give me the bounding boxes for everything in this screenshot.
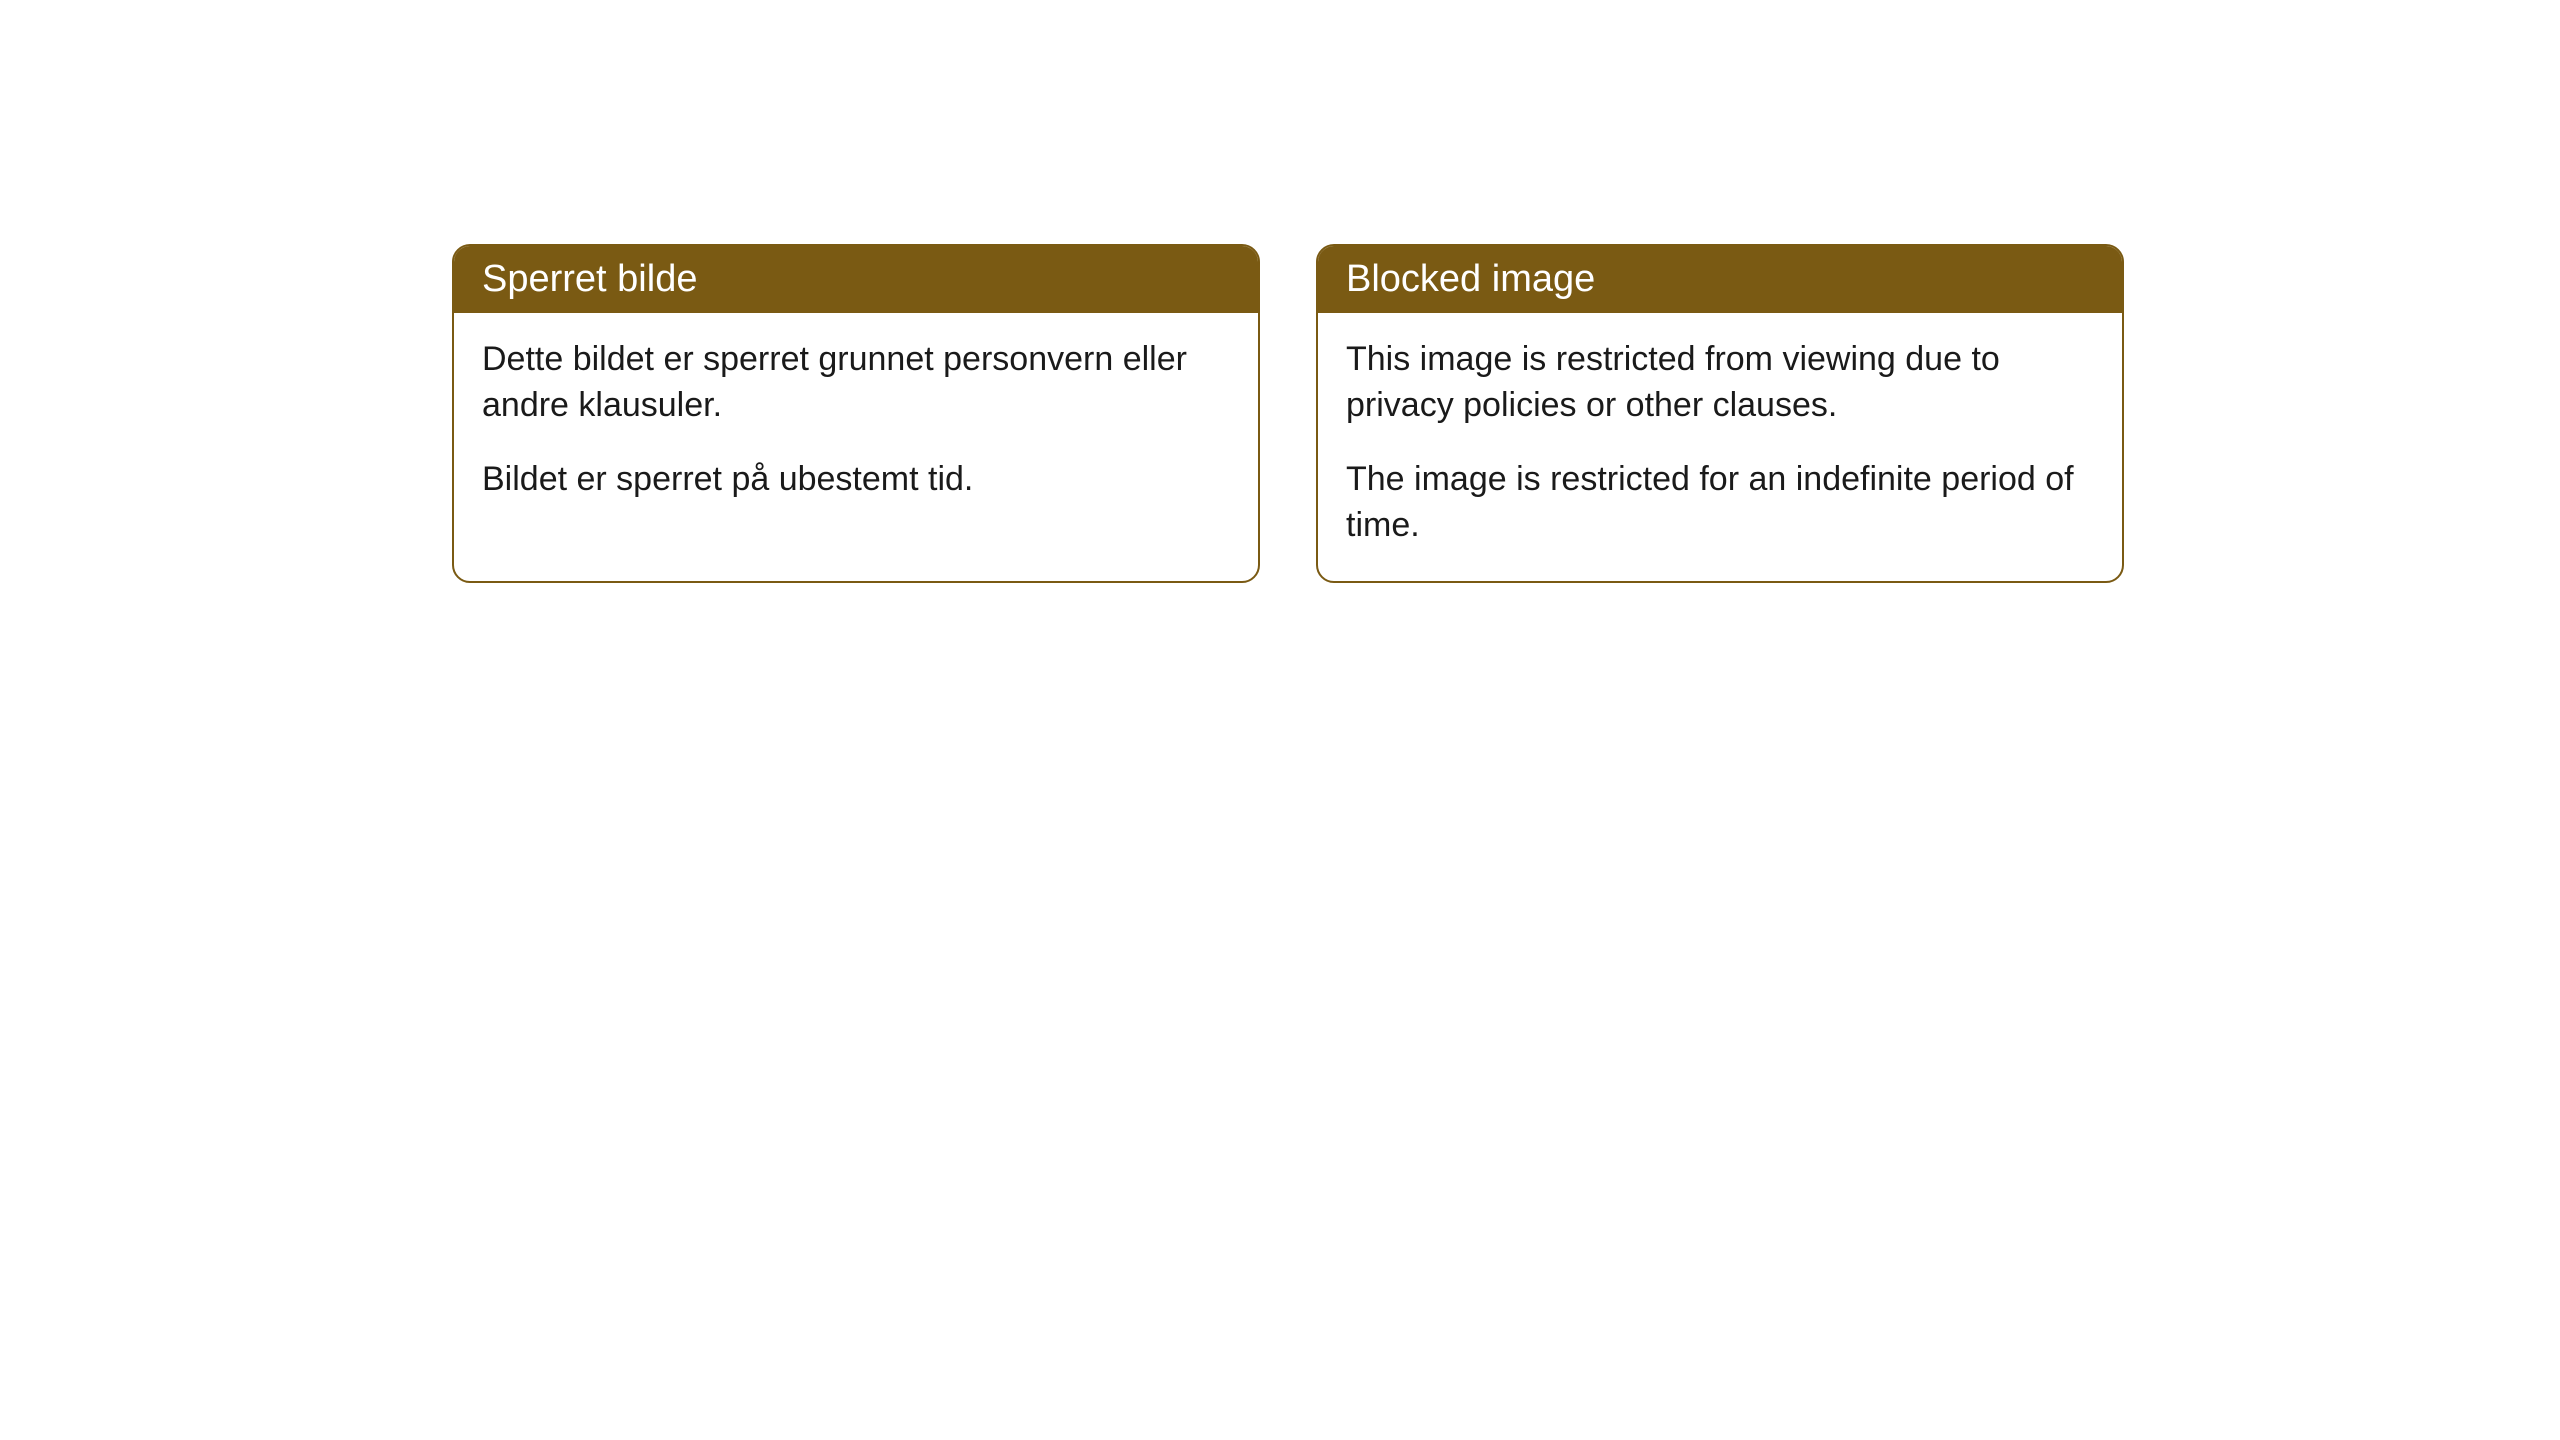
card-header: Blocked image [1318,246,2122,313]
card-body: Dette bildet er sperret grunnet personve… [454,313,1258,535]
card-paragraph: Dette bildet er sperret grunnet personve… [482,337,1230,429]
card-paragraph: The image is restricted for an indefinit… [1346,457,2094,549]
notice-cards-container: Sperret bilde Dette bildet er sperret gr… [0,0,2560,583]
card-paragraph: This image is restricted from viewing du… [1346,337,2094,429]
card-paragraph: Bildet er sperret på ubestemt tid. [482,457,1230,503]
card-body: This image is restricted from viewing du… [1318,313,2122,581]
card-title: Blocked image [1346,258,1595,300]
blocked-image-card-no: Sperret bilde Dette bildet er sperret gr… [452,244,1260,583]
blocked-image-card-en: Blocked image This image is restricted f… [1316,244,2124,583]
card-header: Sperret bilde [454,246,1258,313]
card-title: Sperret bilde [482,258,697,300]
